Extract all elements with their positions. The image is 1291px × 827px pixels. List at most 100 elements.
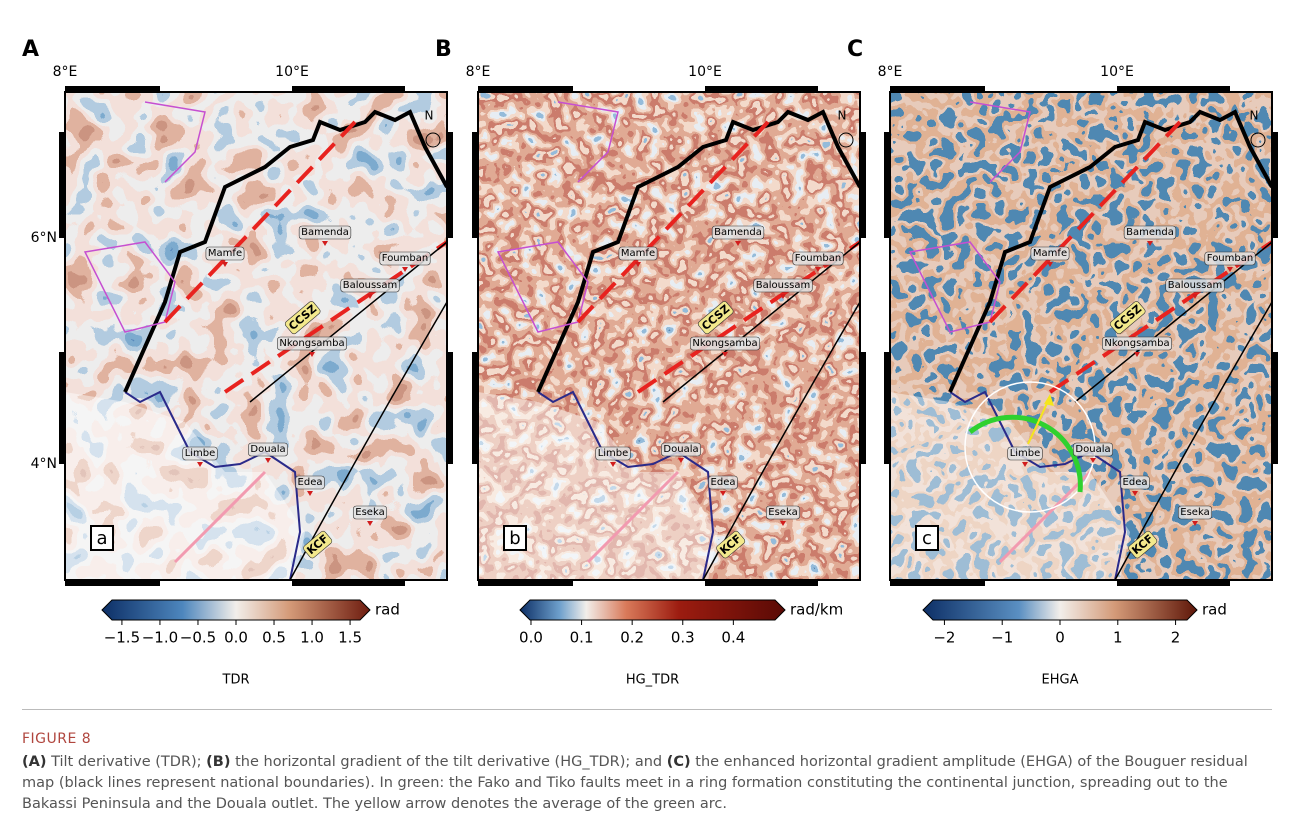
label-box — [277, 336, 347, 351]
place-marker — [1192, 294, 1198, 299]
label-box — [352, 505, 388, 520]
label-box — [595, 446, 631, 461]
colorbar-tick-label: 1.0 — [300, 629, 324, 647]
place: Baloussam — [753, 278, 813, 299]
caption-text: Tilt derivative (TDR); — [46, 754, 207, 770]
frame-scale-bar — [59, 132, 65, 238]
fault-line-offshore — [173, 470, 267, 564]
place: Edea — [708, 475, 738, 496]
colorbar-unit: rad/km — [790, 601, 843, 619]
frame-scale-bar — [472, 132, 478, 238]
compass-label: N — [425, 109, 434, 123]
frame-scale-bar — [447, 132, 453, 238]
place-marker — [367, 521, 373, 526]
place-label: Douala — [663, 444, 698, 455]
place-label: Foumban — [382, 253, 428, 264]
place-marker — [735, 241, 741, 246]
panel-letter: C — [847, 37, 863, 62]
place-label: Bamenda — [301, 227, 349, 238]
colorbar-tick-label: 0.5 — [262, 629, 286, 647]
colorbar-tick-label: 0.1 — [570, 629, 594, 647]
place: Foumban — [379, 251, 431, 272]
place-label: Eseka — [1180, 507, 1209, 518]
place-label: Baloussam — [756, 280, 811, 291]
frame-scale-bar — [1272, 352, 1278, 464]
place-marker — [1147, 241, 1153, 246]
place: Limbe — [182, 446, 218, 467]
colorbar-tick-label: 1 — [1113, 629, 1123, 647]
label-box — [1165, 278, 1225, 293]
label-box — [303, 530, 333, 559]
place-label: Edea — [711, 477, 736, 488]
place: Edea — [1120, 475, 1150, 496]
frame-scale-bar — [65, 580, 160, 586]
colorbar-tick-label: 0.2 — [620, 629, 644, 647]
sea-overlay — [890, 392, 1130, 580]
place-marker — [1192, 521, 1198, 526]
place-label: Nkongsamba — [279, 338, 344, 349]
frame-scale-bar — [890, 580, 985, 586]
inset-box — [915, 525, 939, 551]
place-label: Bamenda — [714, 227, 762, 238]
map-frame — [64, 91, 448, 581]
lon-label: 8°E — [53, 64, 78, 80]
place-marker — [1132, 491, 1138, 496]
place: Eseka — [352, 505, 388, 526]
coastline — [537, 390, 715, 581]
colorbar-tick-label: 0.0 — [224, 629, 248, 647]
frame-scale-bar — [1272, 132, 1278, 238]
label-box — [1120, 475, 1150, 490]
colorbar-tick-label: −0.5 — [180, 629, 216, 647]
place: Nkongsamba — [1102, 336, 1172, 357]
place-label: Eseka — [355, 507, 384, 518]
arrow-head — [1044, 394, 1054, 406]
colorbar — [101, 599, 371, 621]
place-label: Bamenda — [1126, 227, 1174, 238]
place: Douala — [248, 442, 288, 463]
place: Edea — [295, 475, 325, 496]
label-box — [379, 251, 431, 266]
fault-line — [163, 120, 449, 394]
frame-scale-bar — [1117, 580, 1230, 586]
caption-panel-ref: (C) — [666, 754, 691, 770]
label-box — [1123, 225, 1177, 240]
place-marker — [265, 458, 271, 463]
inset-box — [503, 525, 527, 551]
frame-scale-bar — [478, 86, 573, 92]
place-label: Baloussam — [1168, 280, 1223, 291]
fault-line-offshore — [998, 470, 1092, 564]
label-box — [753, 278, 813, 293]
lat-label: 6°N — [31, 230, 57, 246]
place: Baloussam — [340, 278, 400, 299]
place: Douala — [661, 442, 701, 463]
place-label: Douala — [1075, 444, 1110, 455]
place-label: Douala — [250, 444, 285, 455]
place-label: Edea — [1123, 477, 1148, 488]
place: Baloussam — [1165, 278, 1225, 299]
country-border — [123, 109, 449, 393]
place: Foumban — [1204, 251, 1256, 272]
compass-label: N — [838, 109, 847, 123]
label-box — [205, 246, 245, 261]
panel-letter: A — [22, 37, 39, 62]
lon-label: 10°E — [688, 64, 722, 80]
label-box — [1109, 301, 1146, 335]
place-marker — [197, 462, 203, 467]
label-box — [182, 446, 218, 461]
place: Bamenda — [298, 225, 352, 246]
frame-scale-bar — [478, 580, 573, 586]
place-marker — [322, 241, 328, 246]
place-label: Limbe — [185, 448, 216, 459]
place-label: Limbe — [1010, 448, 1041, 459]
place-marker — [780, 521, 786, 526]
place-marker — [402, 267, 408, 272]
caption-panel-ref: (B) — [206, 754, 231, 770]
lon-label: 10°E — [275, 64, 309, 80]
colorbar-title: TDR — [222, 673, 250, 688]
compass — [425, 132, 441, 148]
label-box — [248, 442, 288, 457]
place-marker — [720, 491, 726, 496]
colorbar-tick-label: 1.5 — [338, 629, 362, 647]
